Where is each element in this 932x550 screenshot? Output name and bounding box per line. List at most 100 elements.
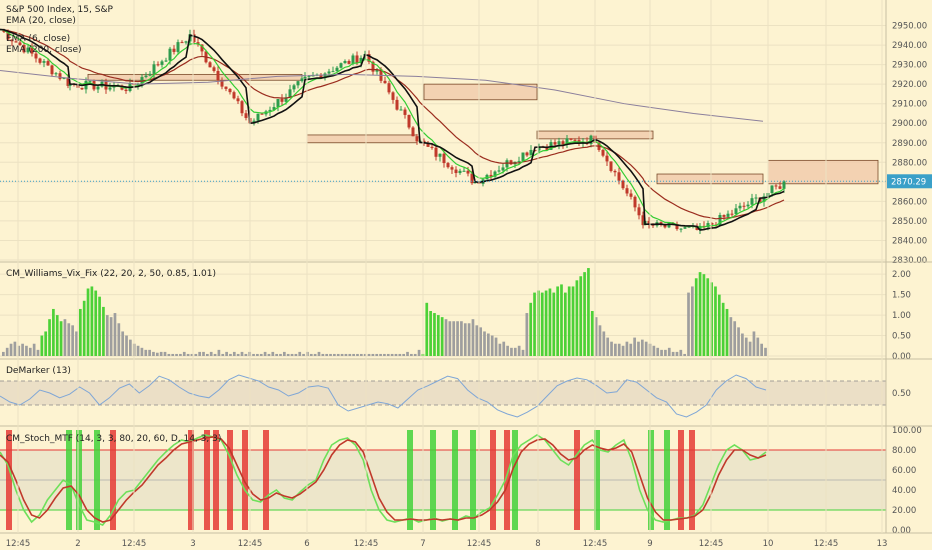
candle-body xyxy=(625,188,629,194)
vix-fix-bar xyxy=(371,353,375,356)
vix-fix-bar xyxy=(513,347,517,356)
stochastic-title: CM_Stoch_MTF (14, 3, 3, 80, 20, 60, D, 1… xyxy=(6,434,221,444)
vix-fix-bar xyxy=(410,353,413,356)
vix-fix-bar xyxy=(525,313,529,356)
vix-fix-bar xyxy=(82,300,86,356)
vix-fix-bar xyxy=(548,288,552,356)
vix-fix-bar xyxy=(333,353,336,356)
candle-body xyxy=(517,160,521,162)
vix-fix-bar xyxy=(594,317,598,356)
vix-fix-title: CM_Williams_Vix_Fix (22, 20, 2, 50, 0.85… xyxy=(6,269,216,279)
vix-fix-bar xyxy=(98,296,101,356)
candle-body xyxy=(434,147,438,157)
candle-body xyxy=(415,136,419,142)
stoch-signal-bar xyxy=(664,430,670,530)
vix-fix-bar xyxy=(375,353,379,356)
vix-fix-bar xyxy=(386,353,390,356)
vix-fix-bar xyxy=(240,351,244,356)
vix-fix-bar xyxy=(298,351,302,356)
vix-fix-bar xyxy=(179,353,182,356)
vix-fix-bar xyxy=(63,319,67,356)
vix-fix-bar xyxy=(556,286,559,356)
candle-body xyxy=(706,223,710,228)
vix-fix-bar xyxy=(671,351,675,356)
vix-fix-bar xyxy=(363,353,367,356)
candle-body xyxy=(726,213,730,217)
vix-fix-bar xyxy=(78,308,82,356)
candle-body xyxy=(553,142,557,145)
demarker-band xyxy=(0,381,886,405)
candle-body xyxy=(569,138,573,140)
candle-body xyxy=(621,180,625,189)
vix-y-tick: 0.00 xyxy=(892,352,911,362)
x-tick-label: 12:45 xyxy=(354,539,379,549)
stoch-signal-bar xyxy=(204,430,210,530)
vix-fix-bar xyxy=(644,341,648,356)
candle-body xyxy=(399,109,403,111)
candle-body xyxy=(450,167,454,170)
vix-fix-bar xyxy=(475,325,479,356)
vix-fix-bar xyxy=(460,321,463,356)
candle-body xyxy=(446,163,450,168)
candle-body xyxy=(319,74,323,79)
candle-body xyxy=(762,196,766,202)
vix-fix-bar xyxy=(329,353,332,356)
demarker-y-tick: 0.50 xyxy=(892,389,911,399)
candle-body xyxy=(220,80,224,87)
x-tick-label: 3 xyxy=(190,539,195,549)
vix-fix-bar xyxy=(510,347,513,356)
candle-body xyxy=(148,73,152,76)
vix-fix-bar xyxy=(186,353,190,356)
price-y-tick: 2910.00 xyxy=(892,100,927,110)
candle-body xyxy=(683,227,687,229)
vix-fix-bar xyxy=(402,353,406,356)
stoch-signal-bar xyxy=(512,430,518,530)
vix-fix-bar xyxy=(136,345,140,356)
candle-body xyxy=(323,73,327,79)
price-panel[interactable]: 2950.00 2940.00 2930.00 2920.00 2910.00 2900.… xyxy=(0,22,932,266)
stoch-signal-bar xyxy=(242,430,248,530)
candle-body xyxy=(537,146,541,151)
stoch-signal-bar xyxy=(689,430,695,530)
vix-fix-bar xyxy=(587,268,590,356)
candle-body xyxy=(426,143,430,147)
candle-body xyxy=(296,81,300,86)
price-y-tick: 2950.00 xyxy=(892,22,927,32)
vix-fix-bar xyxy=(225,351,228,356)
vix-fix-bar xyxy=(125,335,128,356)
vix-fix-bar xyxy=(36,349,40,356)
vix-fix-bar xyxy=(760,343,763,356)
vix-fix-bar xyxy=(86,288,90,356)
candle-body xyxy=(489,174,493,177)
vix-fix-bar xyxy=(694,278,698,356)
vix-fix-bar xyxy=(406,351,409,356)
stoch-signal-bar xyxy=(6,430,12,530)
vix-fix-bar xyxy=(275,353,278,356)
candle-body xyxy=(240,101,244,114)
vix-fix-bar xyxy=(448,321,452,356)
x-tick-label: 12:45 xyxy=(238,539,263,549)
vix-fix-panel[interactable]: 2.00 1.50 1.00 0.50 0.00 xyxy=(0,268,911,362)
candle-body xyxy=(617,172,621,181)
vix-fix-bar xyxy=(279,353,282,356)
vix-fix-bar xyxy=(379,353,382,356)
vix-fix-bar xyxy=(737,327,740,356)
candle-body xyxy=(208,62,212,68)
price-y-tick: 2840.00 xyxy=(892,236,927,246)
candle-body xyxy=(192,34,196,43)
stoch-signal-bar xyxy=(648,430,654,530)
vix-fix-bar xyxy=(714,286,717,356)
vix-fix-bar xyxy=(59,321,63,356)
vix-fix-bar xyxy=(629,343,633,356)
stochastic-panel[interactable]: 100.00 80.00 60.00 40.00 20.00 0.00 xyxy=(0,426,922,536)
demarker-panel[interactable]: 0.50 xyxy=(0,374,911,418)
candle-body xyxy=(395,99,399,110)
candle-body xyxy=(533,149,537,151)
candle-body xyxy=(629,193,633,197)
candle-body xyxy=(236,98,240,102)
candle-body xyxy=(6,31,10,40)
vix-fix-bar xyxy=(55,315,59,356)
candle-body xyxy=(176,42,180,52)
